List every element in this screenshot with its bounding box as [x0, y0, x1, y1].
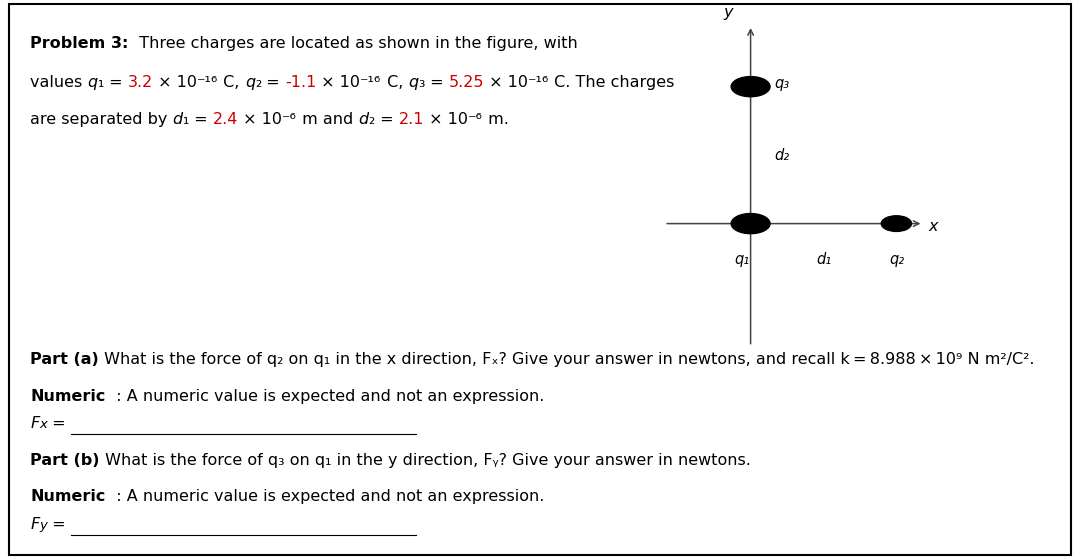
Text: =: = — [104, 75, 127, 91]
Text: What is the force of q₂ on q₁ in the x direction, Fₓ? Give your answer in newton: What is the force of q₂ on q₁ in the x d… — [99, 352, 1035, 367]
Text: ⁻¹⁶: ⁻¹⁶ — [361, 75, 381, 91]
Text: =: = — [261, 75, 285, 91]
Text: × 10: × 10 — [316, 75, 361, 91]
Text: 3.2: 3.2 — [127, 75, 153, 91]
Text: × 10: × 10 — [484, 75, 528, 91]
Text: Numeric: Numeric — [30, 489, 106, 504]
Text: ₃: ₃ — [418, 75, 424, 91]
Text: 2.4: 2.4 — [213, 112, 239, 127]
Text: C. The charges: C. The charges — [550, 75, 675, 91]
Text: -1.1: -1.1 — [285, 75, 316, 91]
Text: × 10: × 10 — [239, 112, 282, 127]
Text: y: y — [724, 4, 733, 20]
Text: d₁: d₁ — [815, 252, 832, 267]
Text: 2.1: 2.1 — [399, 112, 424, 127]
Text: y: y — [40, 519, 48, 532]
Text: =: = — [375, 112, 399, 127]
Text: C,: C, — [218, 75, 245, 91]
Text: =: = — [48, 517, 71, 532]
Text: × 10: × 10 — [424, 112, 469, 127]
Circle shape — [731, 214, 770, 234]
Text: x: x — [40, 418, 48, 431]
Text: F: F — [30, 517, 40, 532]
Text: values: values — [30, 75, 87, 91]
Text: ⁻¹⁶: ⁻¹⁶ — [198, 75, 218, 91]
Text: d₂: d₂ — [774, 148, 789, 163]
Text: q: q — [87, 75, 98, 91]
Text: are separated by: are separated by — [30, 112, 173, 127]
Text: Three charges are located as shown in the figure, with: Three charges are located as shown in th… — [129, 36, 578, 51]
Text: Part (b): Part (b) — [30, 453, 99, 468]
Text: m.: m. — [483, 112, 509, 127]
Text: F: F — [30, 416, 40, 432]
Text: ₁: ₁ — [183, 112, 189, 127]
Text: =: = — [424, 75, 448, 91]
Text: q₃: q₃ — [774, 77, 789, 91]
Text: m and: m and — [297, 112, 359, 127]
Circle shape — [881, 216, 912, 231]
Text: Numeric: Numeric — [30, 389, 106, 404]
Text: q₁: q₁ — [734, 252, 750, 267]
Text: =: = — [189, 112, 213, 127]
Text: ⁻¹⁶: ⁻¹⁶ — [528, 75, 550, 91]
Text: Part (a): Part (a) — [30, 352, 99, 367]
Text: × 10: × 10 — [153, 75, 198, 91]
Text: d: d — [173, 112, 183, 127]
Text: Problem 3:: Problem 3: — [30, 36, 129, 51]
Circle shape — [731, 77, 770, 97]
Text: ⁻⁶: ⁻⁶ — [282, 112, 297, 127]
Text: : A numeric value is expected and not an expression.: : A numeric value is expected and not an… — [106, 389, 544, 404]
Text: q: q — [408, 75, 418, 91]
Text: 5.25: 5.25 — [448, 75, 484, 91]
Text: : A numeric value is expected and not an expression.: : A numeric value is expected and not an… — [106, 489, 544, 504]
Text: C,: C, — [381, 75, 408, 91]
Text: ₁: ₁ — [97, 75, 104, 91]
Text: =: = — [48, 416, 71, 432]
FancyBboxPatch shape — [9, 4, 1071, 555]
Text: d: d — [359, 112, 368, 127]
Text: q: q — [245, 75, 255, 91]
Text: What is the force of q₃ on q₁ in the y direction, Fᵧ? Give your answer in newton: What is the force of q₃ on q₁ in the y d… — [99, 453, 751, 468]
Text: x: x — [929, 219, 939, 234]
Text: ⁻⁶: ⁻⁶ — [469, 112, 483, 127]
Text: ₂: ₂ — [368, 112, 375, 127]
Text: ₂: ₂ — [255, 75, 261, 91]
Text: q₂: q₂ — [889, 252, 904, 267]
